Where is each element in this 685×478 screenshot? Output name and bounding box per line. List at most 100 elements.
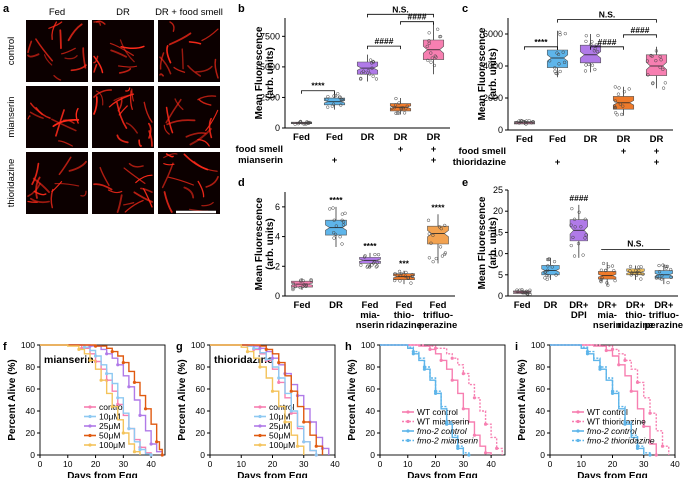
x-category-label: ridazine bbox=[618, 320, 654, 331]
data-point bbox=[339, 103, 343, 107]
column-label: Fed bbox=[49, 7, 65, 18]
data-point bbox=[547, 274, 551, 278]
series-marker bbox=[472, 396, 477, 400]
worm bbox=[163, 191, 173, 213]
y-tick-label: 5000 bbox=[260, 62, 280, 72]
data-point bbox=[659, 277, 664, 281]
data-point bbox=[401, 106, 405, 110]
worm bbox=[43, 54, 53, 66]
chart-h: 0 20 40 60 80 100 0 10 20 30 40 Days from Egg Percen… bbox=[347, 340, 506, 478]
worm bbox=[123, 167, 146, 184]
plot-frame bbox=[379, 344, 506, 456]
data-point bbox=[373, 252, 377, 257]
y-tick-label: 40 bbox=[196, 406, 206, 416]
series-marker bbox=[648, 411, 652, 415]
worm bbox=[60, 47, 76, 55]
worm bbox=[108, 93, 135, 108]
data-point bbox=[399, 273, 403, 277]
data-point bbox=[528, 292, 532, 296]
data-point bbox=[402, 111, 407, 115]
data-point bbox=[569, 243, 573, 248]
row-label: mianserin bbox=[238, 155, 283, 166]
worm bbox=[125, 87, 131, 92]
worm bbox=[93, 96, 98, 115]
data-point bbox=[514, 120, 519, 125]
worm bbox=[54, 182, 80, 187]
series-marker bbox=[258, 346, 262, 350]
series-marker bbox=[422, 367, 427, 371]
data-point bbox=[634, 273, 639, 278]
x-tick-label: 0 bbox=[38, 459, 43, 469]
series-marker bbox=[635, 444, 640, 448]
data-point bbox=[669, 275, 673, 279]
data-point bbox=[617, 86, 621, 90]
data-point bbox=[550, 265, 554, 269]
data-point bbox=[291, 282, 295, 286]
data-point bbox=[293, 284, 298, 289]
series-marker bbox=[629, 389, 633, 393]
worm bbox=[59, 29, 62, 50]
y-tick-label: 0 bbox=[540, 450, 545, 460]
data-point bbox=[410, 274, 415, 279]
series-marker bbox=[258, 365, 262, 369]
data-point bbox=[334, 224, 338, 228]
data-point bbox=[660, 274, 664, 278]
series-marker bbox=[635, 446, 640, 450]
worm bbox=[198, 98, 212, 106]
worm bbox=[55, 109, 65, 137]
x-category-label: DR bbox=[544, 300, 558, 311]
y-tick-label: 0 bbox=[200, 450, 205, 460]
legend-swatch-marker bbox=[576, 419, 580, 424]
worm bbox=[147, 122, 152, 139]
y-axis-label: Percent Alive (%) bbox=[347, 359, 358, 440]
legend-label: WT control bbox=[587, 407, 628, 417]
data-point bbox=[543, 276, 547, 280]
data-point bbox=[515, 290, 520, 294]
y-tick-label: 0 bbox=[498, 125, 503, 135]
worm bbox=[163, 124, 170, 135]
y-axis-label: (arb. units) bbox=[488, 48, 499, 100]
legend-swatch-marker bbox=[258, 443, 262, 447]
y-tick-label: 0 bbox=[275, 291, 280, 301]
data-point bbox=[576, 241, 581, 246]
y-axis-label: (arb. units) bbox=[488, 217, 499, 269]
worm bbox=[167, 176, 194, 186]
y-tick-label: 80 bbox=[26, 362, 36, 372]
data-point bbox=[557, 62, 561, 66]
data-point bbox=[613, 99, 617, 103]
data-point bbox=[613, 279, 617, 283]
y-tick-label: 2500 bbox=[260, 92, 280, 102]
worm bbox=[181, 48, 184, 70]
worm bbox=[93, 89, 113, 98]
data-point bbox=[366, 69, 371, 73]
data-point bbox=[522, 119, 526, 124]
worm bbox=[27, 40, 33, 54]
worm bbox=[138, 139, 143, 147]
data-point bbox=[340, 212, 344, 216]
series-line bbox=[40, 344, 163, 455]
worm bbox=[31, 162, 40, 186]
data-point bbox=[579, 225, 583, 229]
data-point bbox=[637, 271, 641, 276]
x-tick-label: 30 bbox=[299, 459, 309, 469]
series-marker bbox=[483, 422, 488, 426]
micrograph-image bbox=[158, 86, 220, 148]
row-marker: + bbox=[431, 144, 437, 155]
significance-label: **** bbox=[363, 241, 377, 251]
x-tick-label: 20 bbox=[268, 459, 278, 469]
plot-frame bbox=[39, 344, 166, 456]
worm bbox=[50, 188, 54, 209]
data-point bbox=[372, 260, 377, 264]
y-tick-label: 0 bbox=[30, 450, 35, 460]
y-axis-label: (arb. units) bbox=[265, 218, 276, 270]
series-marker bbox=[302, 440, 306, 444]
worm bbox=[117, 65, 138, 68]
chart-d: 0 2 4 6 Mean Fluorescence (arb. units) Fed DR **… bbox=[254, 192, 457, 331]
data-point bbox=[664, 264, 668, 269]
worm bbox=[168, 32, 192, 46]
legend-label: WT mianserin bbox=[417, 417, 470, 427]
series-marker bbox=[445, 422, 449, 426]
data-point bbox=[325, 97, 329, 102]
y-tick-label: 20 bbox=[536, 428, 546, 438]
data-point bbox=[395, 111, 400, 115]
